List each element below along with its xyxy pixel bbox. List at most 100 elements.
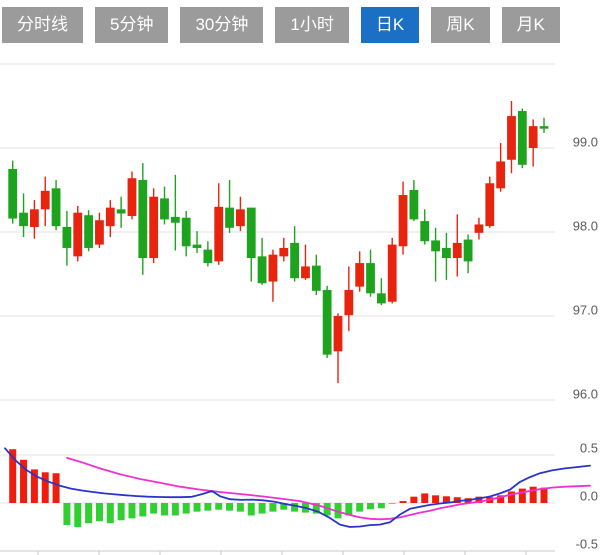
macd-bar (442, 496, 450, 503)
candle (160, 186, 169, 225)
macd-bar (247, 503, 255, 516)
candle (51, 179, 61, 231)
macd-bar (518, 488, 526, 503)
macd-bar (497, 495, 505, 503)
candle-body (19, 212, 28, 227)
tab-daily-k[interactable]: 日K (360, 7, 420, 43)
candle (463, 234, 473, 274)
candle (452, 214, 462, 277)
tab-weekly-k[interactable]: 周K (431, 7, 490, 43)
candle (19, 193, 28, 238)
candle (387, 237, 397, 304)
candle (84, 210, 94, 252)
macd-bar (236, 503, 244, 512)
macd-bar (30, 469, 38, 503)
macd-bar (85, 503, 93, 524)
candle-body (539, 126, 549, 129)
y-axis-label: 99.0 (573, 134, 598, 149)
candle-body (387, 244, 397, 302)
candle-body (496, 161, 506, 189)
candle-body (95, 220, 104, 245)
candle (192, 231, 202, 253)
macd-bar (367, 503, 375, 510)
candle-body (138, 179, 148, 259)
macd-bar (388, 503, 396, 504)
candle (181, 211, 191, 257)
candle-body (344, 289, 354, 316)
candle (376, 278, 386, 306)
candle-body (442, 247, 451, 259)
macd-bar (312, 503, 320, 514)
candle-body (214, 206, 224, 262)
y-axis-label: 96.0 (573, 386, 598, 401)
candle (398, 181, 408, 255)
candle (507, 100, 516, 174)
candle-body (420, 221, 430, 242)
candle (517, 108, 527, 169)
candle-body (160, 198, 169, 220)
candle (225, 179, 234, 233)
candle-body (73, 212, 83, 257)
candle (474, 217, 484, 240)
macd-bar (161, 503, 169, 516)
macd-bar (529, 486, 537, 503)
macd-bar (139, 503, 147, 517)
candle-body (333, 316, 343, 352)
candle (366, 249, 375, 297)
macd-bar (20, 459, 28, 503)
macd-bar (356, 503, 364, 512)
candle-body (203, 249, 213, 264)
candle-body (192, 244, 202, 248)
y-axis-labels: 99.0 98.0 97.0 96.0 0.5 0.0 -0.5 (573, 134, 598, 551)
macd-bar (74, 503, 82, 527)
tab-monthly-k[interactable]: 月K (501, 7, 560, 43)
macd-bar (258, 503, 266, 514)
candle (268, 249, 278, 302)
candle-body (431, 240, 440, 252)
candle-body (51, 188, 61, 227)
candle (105, 200, 115, 238)
candle (311, 254, 321, 295)
tab-1hour[interactable]: 1小时 (275, 7, 349, 43)
candle (257, 237, 267, 285)
candle-body (452, 242, 462, 259)
candles (8, 100, 549, 384)
y-axis-label: 0.0 (580, 488, 598, 503)
macd-bar (399, 501, 407, 503)
candle-body (517, 111, 527, 165)
candle-body (62, 226, 72, 248)
tab-5min[interactable]: 5分钟 (95, 7, 169, 43)
candle-body (355, 263, 365, 287)
candle (73, 205, 83, 262)
candle (246, 207, 256, 282)
candle-body (474, 224, 484, 233)
tab-30min[interactable]: 30分钟 (180, 7, 264, 43)
macd-bar (41, 472, 49, 503)
candle-body (290, 242, 300, 279)
macd-bar (128, 503, 136, 519)
candle-body (311, 265, 321, 291)
candle (138, 163, 148, 275)
candle (29, 200, 39, 239)
candle-body (181, 217, 191, 247)
candle (409, 179, 419, 222)
candle (95, 212, 104, 248)
candle-body (225, 207, 234, 228)
x-axis (0, 550, 555, 555)
candle-body (322, 289, 332, 355)
macd-bar (432, 495, 440, 503)
macd-bar (95, 503, 103, 522)
macd-bar (204, 503, 212, 511)
tab-time-line[interactable]: 分时线 (2, 7, 83, 43)
candle (290, 226, 300, 282)
candle-body (301, 266, 310, 279)
candle-body (236, 209, 245, 227)
macd-bar (117, 503, 125, 521)
candle-body (170, 216, 180, 223)
candle (279, 237, 289, 262)
candle (170, 174, 180, 251)
candle-body (398, 195, 408, 247)
macd-bar (226, 503, 234, 511)
candle-body (8, 169, 18, 219)
